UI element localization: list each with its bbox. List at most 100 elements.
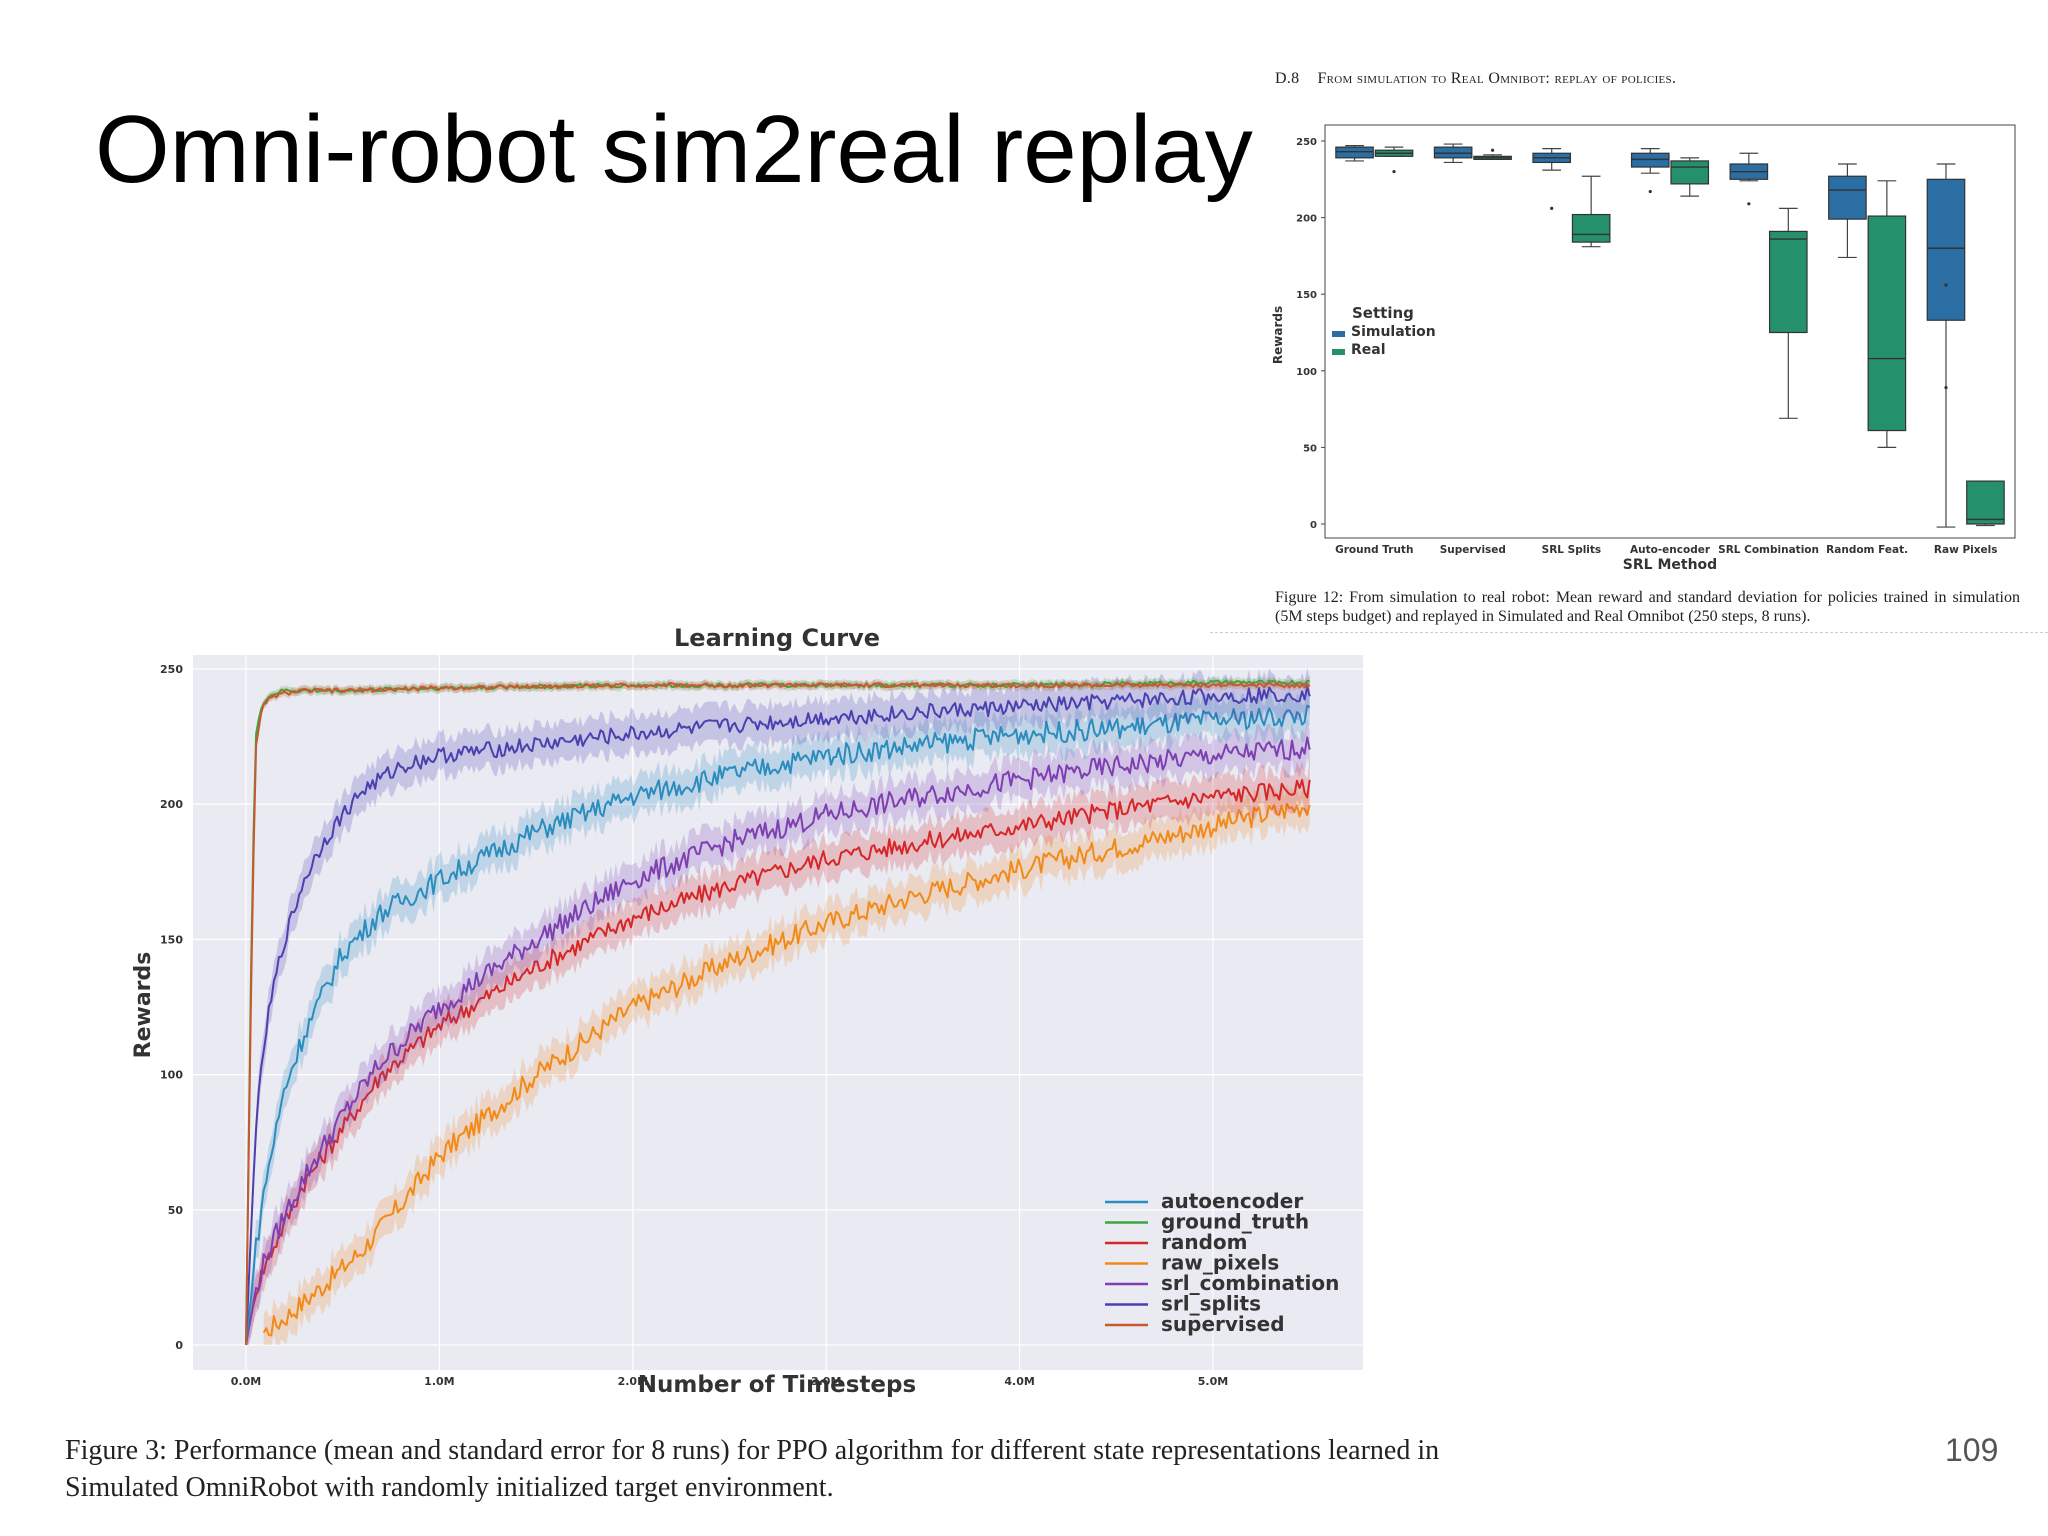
box-outlier xyxy=(1944,283,1948,287)
box-iqr xyxy=(1926,178,1966,321)
legend-label-supervised: supervised xyxy=(1161,1312,1285,1336)
legend-swatch-simulation xyxy=(1332,331,1345,337)
box-iqr xyxy=(1630,152,1670,168)
legend-label-srl-splits: srl_splits xyxy=(1161,1292,1261,1316)
series-srl-splits xyxy=(245,667,1311,1345)
box-plot-x-tick-label: Supervised xyxy=(1440,544,1506,556)
box-outlier xyxy=(1944,386,1948,390)
series-line xyxy=(245,685,1311,1344)
learning-curve-chart: Learning Curve 0 50 100 150 200 250 0.0M 1.0M 2… xyxy=(131,624,1363,1398)
learning-curve-title: Learning Curve xyxy=(674,624,880,652)
section-heading: D.8 From simulation to Real Omnibot: repl… xyxy=(1275,70,1676,88)
legend-label-srl-combination: srl_combination xyxy=(1161,1271,1339,1295)
learning-curve-x-tick-label: 1.0M xyxy=(424,1375,454,1388)
page-number: 109 xyxy=(1945,1432,1999,1468)
box-simulation-raw-pixels xyxy=(1926,163,1966,528)
learning-curve-y-tick-label: 200 xyxy=(160,798,183,811)
series-error-band xyxy=(263,785,1310,1345)
box-plot-x-tick-label: SRL Combination xyxy=(1718,544,1819,556)
learning-curve-x-tick-label: 3.0M xyxy=(811,1375,841,1388)
box-simulation-srl-combination xyxy=(1729,152,1769,206)
figure-12-caption: Figure 12: From simulation to real robot… xyxy=(1275,589,2020,625)
box-simulation-srl-splits xyxy=(1532,148,1572,211)
legend-label-random: random xyxy=(1161,1230,1248,1254)
learning-curve-y-tick-label: 250 xyxy=(160,663,183,676)
box-plot-x-tick-label: Ground Truth xyxy=(1335,544,1413,556)
series-line xyxy=(245,779,1311,1346)
box-outlier xyxy=(1648,189,1652,194)
box-iqr xyxy=(1966,480,2005,525)
series-error-band xyxy=(246,686,1310,1345)
box-simulation-ground-truth xyxy=(1335,144,1374,162)
box-real-raw-pixels xyxy=(1966,480,2005,527)
legend-entry-simulation: Simulation xyxy=(1351,324,1436,340)
series-line xyxy=(262,803,1311,1337)
legend-label-raw-pixels: raw_pixels xyxy=(1161,1251,1279,1275)
series-autoencoder xyxy=(245,686,1311,1345)
learning-curve-x-tick-label: 2.0M xyxy=(618,1375,648,1388)
box-real-srl-splits xyxy=(1571,175,1611,248)
box-outlier xyxy=(1490,148,1495,152)
box-plot-y-tick-label: 150 xyxy=(1296,290,1317,301)
box-iqr xyxy=(1867,215,1907,432)
box-outlier xyxy=(1392,170,1396,174)
box-iqr xyxy=(1571,213,1611,243)
box-plot-y-label: Rewards xyxy=(1271,306,1285,364)
box-outlier xyxy=(1747,202,1751,206)
box-plot-x-tick-label: Auto-encoder xyxy=(1630,544,1711,556)
legend-entry-real: Real xyxy=(1351,342,1386,358)
box-iqr xyxy=(1433,146,1473,159)
series-line xyxy=(245,704,1311,1345)
box-plot-y-tick-label: 250 xyxy=(1296,137,1317,148)
learning-curve-x-label: Number of Timesteps xyxy=(638,1372,916,1398)
legend-label-ground-truth: ground_truth xyxy=(1161,1210,1309,1234)
series-error-band xyxy=(246,760,1310,1345)
box-plot-y-tick-label: 0 xyxy=(1310,520,1317,531)
box-real-auto-encoder xyxy=(1670,157,1710,197)
box-plot-x-tick-label: SRL Splits xyxy=(1542,544,1602,556)
box-plot-y-tick-label: 200 xyxy=(1296,214,1317,225)
box-real-ground-truth xyxy=(1374,146,1414,174)
learning-curve-x-tick-label: 0.0M xyxy=(231,1375,261,1388)
box-simulation-supervised xyxy=(1433,143,1473,164)
box-real-random-feat- xyxy=(1867,180,1907,448)
separator xyxy=(1210,632,2048,633)
box-plot-x-label: SRL Method xyxy=(1623,557,1717,573)
box-real-srl-combination xyxy=(1768,207,1808,419)
box-plot-x-tick-label: Raw Pixels xyxy=(1934,544,1998,556)
box-plot-y-tick-label: 100 xyxy=(1296,367,1317,378)
box-plot-x-tick-label: Random Feat. xyxy=(1826,544,1908,556)
box-simulation-auto-encoder xyxy=(1630,148,1670,194)
box-plot-legend: Setting Simulation Real xyxy=(1332,304,1436,358)
box-real-supervised xyxy=(1473,148,1512,160)
figure-3-caption: Figure 3: Performance (mean and standard… xyxy=(65,1435,1440,1503)
learning-curve-y-tick-label: 50 xyxy=(168,1204,184,1217)
box-plot-y-tick-label: 50 xyxy=(1303,443,1317,454)
box-iqr xyxy=(1828,175,1867,220)
learning-curve-y-tick-label: 0 xyxy=(175,1339,183,1352)
box-iqr xyxy=(1335,146,1374,159)
series-random xyxy=(245,760,1311,1346)
section-heading-text: From simulation to Real Omnibot: replay … xyxy=(1317,70,1677,87)
learning-curve-y-tick-label: 100 xyxy=(160,1069,183,1082)
learning-curve-x-tick-label: 5.0M xyxy=(1198,1375,1228,1388)
learning-curve-x-tick-label: 4.0M xyxy=(1004,1375,1034,1388)
series-line xyxy=(245,682,1311,1346)
box-iqr xyxy=(1670,160,1710,185)
legend-label-autoencoder: autoencoder xyxy=(1161,1189,1303,1213)
legend-title: Setting xyxy=(1352,304,1414,322)
learning-curve-y-label: Rewards xyxy=(131,952,156,1059)
box-plot-figure-12: 0 50 100 150 200 250 Ground Truth Supervised SR… xyxy=(1271,124,2016,573)
legend-swatch-real xyxy=(1332,349,1345,355)
series-raw-pixels xyxy=(262,785,1311,1345)
series-srl-combination xyxy=(245,718,1311,1346)
series-supervised xyxy=(245,679,1311,1346)
section-number: D.8 xyxy=(1275,70,1300,87)
series-line xyxy=(245,736,1311,1346)
slide-title: Omni-robot sim2real replay xyxy=(95,96,1253,203)
learning-curve-y-tick-label: 150 xyxy=(160,933,183,946)
learning-curve-legend: autoencoderground_truthrandomraw_pixelss… xyxy=(1105,1189,1339,1336)
box-iqr xyxy=(1768,230,1808,334)
box-outlier xyxy=(1550,206,1554,211)
box-simulation-random-feat- xyxy=(1828,163,1867,259)
